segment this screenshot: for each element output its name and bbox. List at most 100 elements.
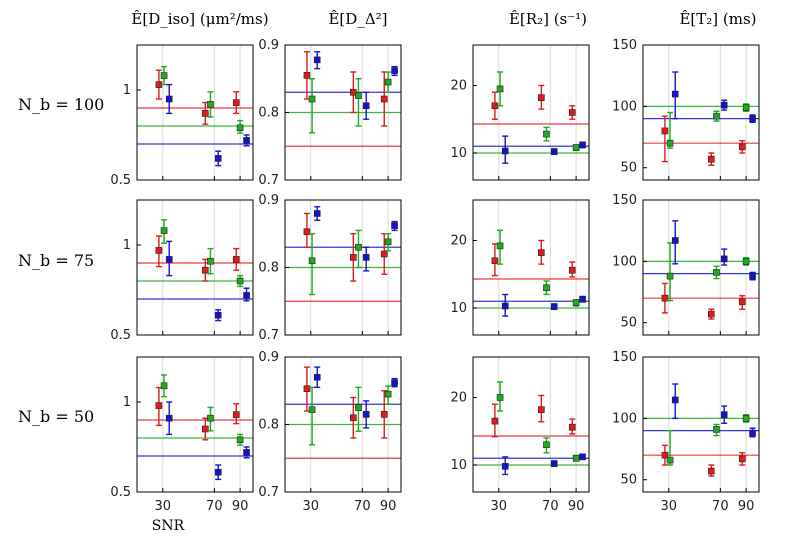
data-point-red xyxy=(303,72,311,79)
x-tick-label: 70 xyxy=(206,499,223,514)
x-tick-label: 70 xyxy=(354,499,371,514)
data-point-green xyxy=(355,243,362,251)
data-point-green xyxy=(496,85,504,93)
data-point-blue xyxy=(313,373,321,381)
y-tick-label: 20 xyxy=(450,79,467,94)
data-point-red xyxy=(708,310,715,318)
axes-frame xyxy=(136,356,254,493)
x-tick-label: 30 xyxy=(491,499,508,514)
data-point-red xyxy=(491,257,499,265)
data-point-red xyxy=(568,266,576,274)
data-point-green xyxy=(666,272,674,280)
data-point-green xyxy=(496,242,504,250)
panel-2-2: 10 20 30 70 90 xyxy=(450,356,590,514)
data-point-green xyxy=(543,441,550,449)
data-point-red xyxy=(350,414,357,422)
x-tick-label: 90 xyxy=(568,499,585,514)
data-point-blue xyxy=(165,414,173,422)
x-tick-label: 90 xyxy=(232,499,249,514)
data-point-blue xyxy=(671,237,679,244)
data-point-green xyxy=(236,436,244,444)
y-tick-label: 50 xyxy=(620,473,637,488)
y-tick-label: 0.9 xyxy=(258,193,279,208)
data-point-blue xyxy=(720,101,728,109)
x-axis-label: SNR xyxy=(152,518,185,534)
row-label-nb50: N_b = 50 xyxy=(18,407,94,426)
data-point-green xyxy=(355,92,362,99)
panel-2-0: 0.5 1 30 70 90 xyxy=(110,356,254,514)
data-point-green xyxy=(496,394,504,401)
data-point-blue xyxy=(579,295,586,303)
data-point-blue xyxy=(391,222,398,229)
data-point-blue xyxy=(362,102,370,110)
data-point-red xyxy=(303,385,311,393)
data-point-green xyxy=(572,299,580,306)
data-point-green xyxy=(384,238,392,246)
data-point-blue xyxy=(243,292,250,299)
data-point-green xyxy=(572,144,580,151)
data-point-green xyxy=(384,390,392,398)
column-title-diso: Ê[D_iso] (μm²/ms) xyxy=(131,10,268,28)
y-tick-label: 50 xyxy=(620,316,637,331)
data-point-green xyxy=(236,124,244,132)
data-point-green xyxy=(713,426,720,433)
data-point-red xyxy=(708,155,715,163)
panel-2-1: 0.7 0.8 0.9 30 70 90 xyxy=(258,350,402,514)
panel-0-1: 0.7 0.8 0.9 xyxy=(258,38,402,188)
x-tick-label: 70 xyxy=(712,499,729,514)
x-tick-label: 90 xyxy=(380,499,397,514)
data-point-blue xyxy=(391,379,398,386)
y-tick-label: 1 xyxy=(123,238,131,253)
data-point-blue xyxy=(243,449,250,456)
data-point-green xyxy=(308,406,316,413)
data-point-red xyxy=(303,228,311,236)
y-tick-label: 0.9 xyxy=(258,350,279,365)
data-point-blue xyxy=(313,210,321,217)
data-point-green xyxy=(713,112,720,120)
y-tick-label: 0.7 xyxy=(258,173,279,188)
axes-frame xyxy=(642,199,760,336)
y-tick-label: 0.8 xyxy=(258,418,279,433)
y-tick-label: 10 xyxy=(450,301,467,316)
y-tick-label: 0.5 xyxy=(110,173,131,188)
data-point-blue xyxy=(671,90,679,98)
row-label-nb100: N_b = 100 xyxy=(18,95,104,114)
data-point-red xyxy=(661,451,669,459)
data-point-green xyxy=(160,382,168,390)
row-label-nb75: N_b = 75 xyxy=(18,251,94,270)
y-tick-label: 10 xyxy=(450,146,467,161)
data-point-green xyxy=(160,72,168,79)
panel-0-2: 10 20 xyxy=(450,44,590,181)
data-point-blue xyxy=(550,460,558,467)
y-tick-label: 10 xyxy=(450,458,467,473)
data-point-green xyxy=(666,456,674,464)
data-point-green xyxy=(236,277,244,285)
axes-frame xyxy=(642,44,760,181)
y-tick-label: 0.8 xyxy=(258,261,279,276)
y-tick-label: 100 xyxy=(612,99,637,114)
data-point-red xyxy=(661,127,669,135)
y-tick-label: 0.5 xyxy=(110,485,131,500)
data-point-green xyxy=(207,101,214,108)
y-tick-label: 100 xyxy=(612,254,637,269)
data-point-red xyxy=(350,254,357,261)
data-point-green xyxy=(160,227,168,234)
data-point-green xyxy=(742,258,750,265)
data-point-red xyxy=(738,298,746,306)
data-point-green xyxy=(308,95,316,103)
x-tick-label: 30 xyxy=(155,499,172,514)
data-point-blue xyxy=(749,115,756,122)
data-point-red xyxy=(738,143,746,151)
y-tick-label: 100 xyxy=(612,411,637,426)
panel-grid: 0.510.70.80.91020501001500.510.70.80.910… xyxy=(110,38,760,514)
data-point-blue xyxy=(243,137,250,144)
data-point-blue xyxy=(362,411,370,418)
y-tick-label: 20 xyxy=(450,234,467,249)
data-point-green xyxy=(572,454,580,462)
panel-1-1: 0.7 0.8 0.9 xyxy=(258,193,402,343)
data-point-blue xyxy=(313,56,321,64)
column-titles: Ê[D_iso] (μm²/ms) Ê[D_Δ²] Ê[R₂] (s⁻¹) Ê[… xyxy=(131,10,756,28)
data-point-blue xyxy=(550,148,558,155)
y-tick-label: 150 xyxy=(612,193,637,208)
